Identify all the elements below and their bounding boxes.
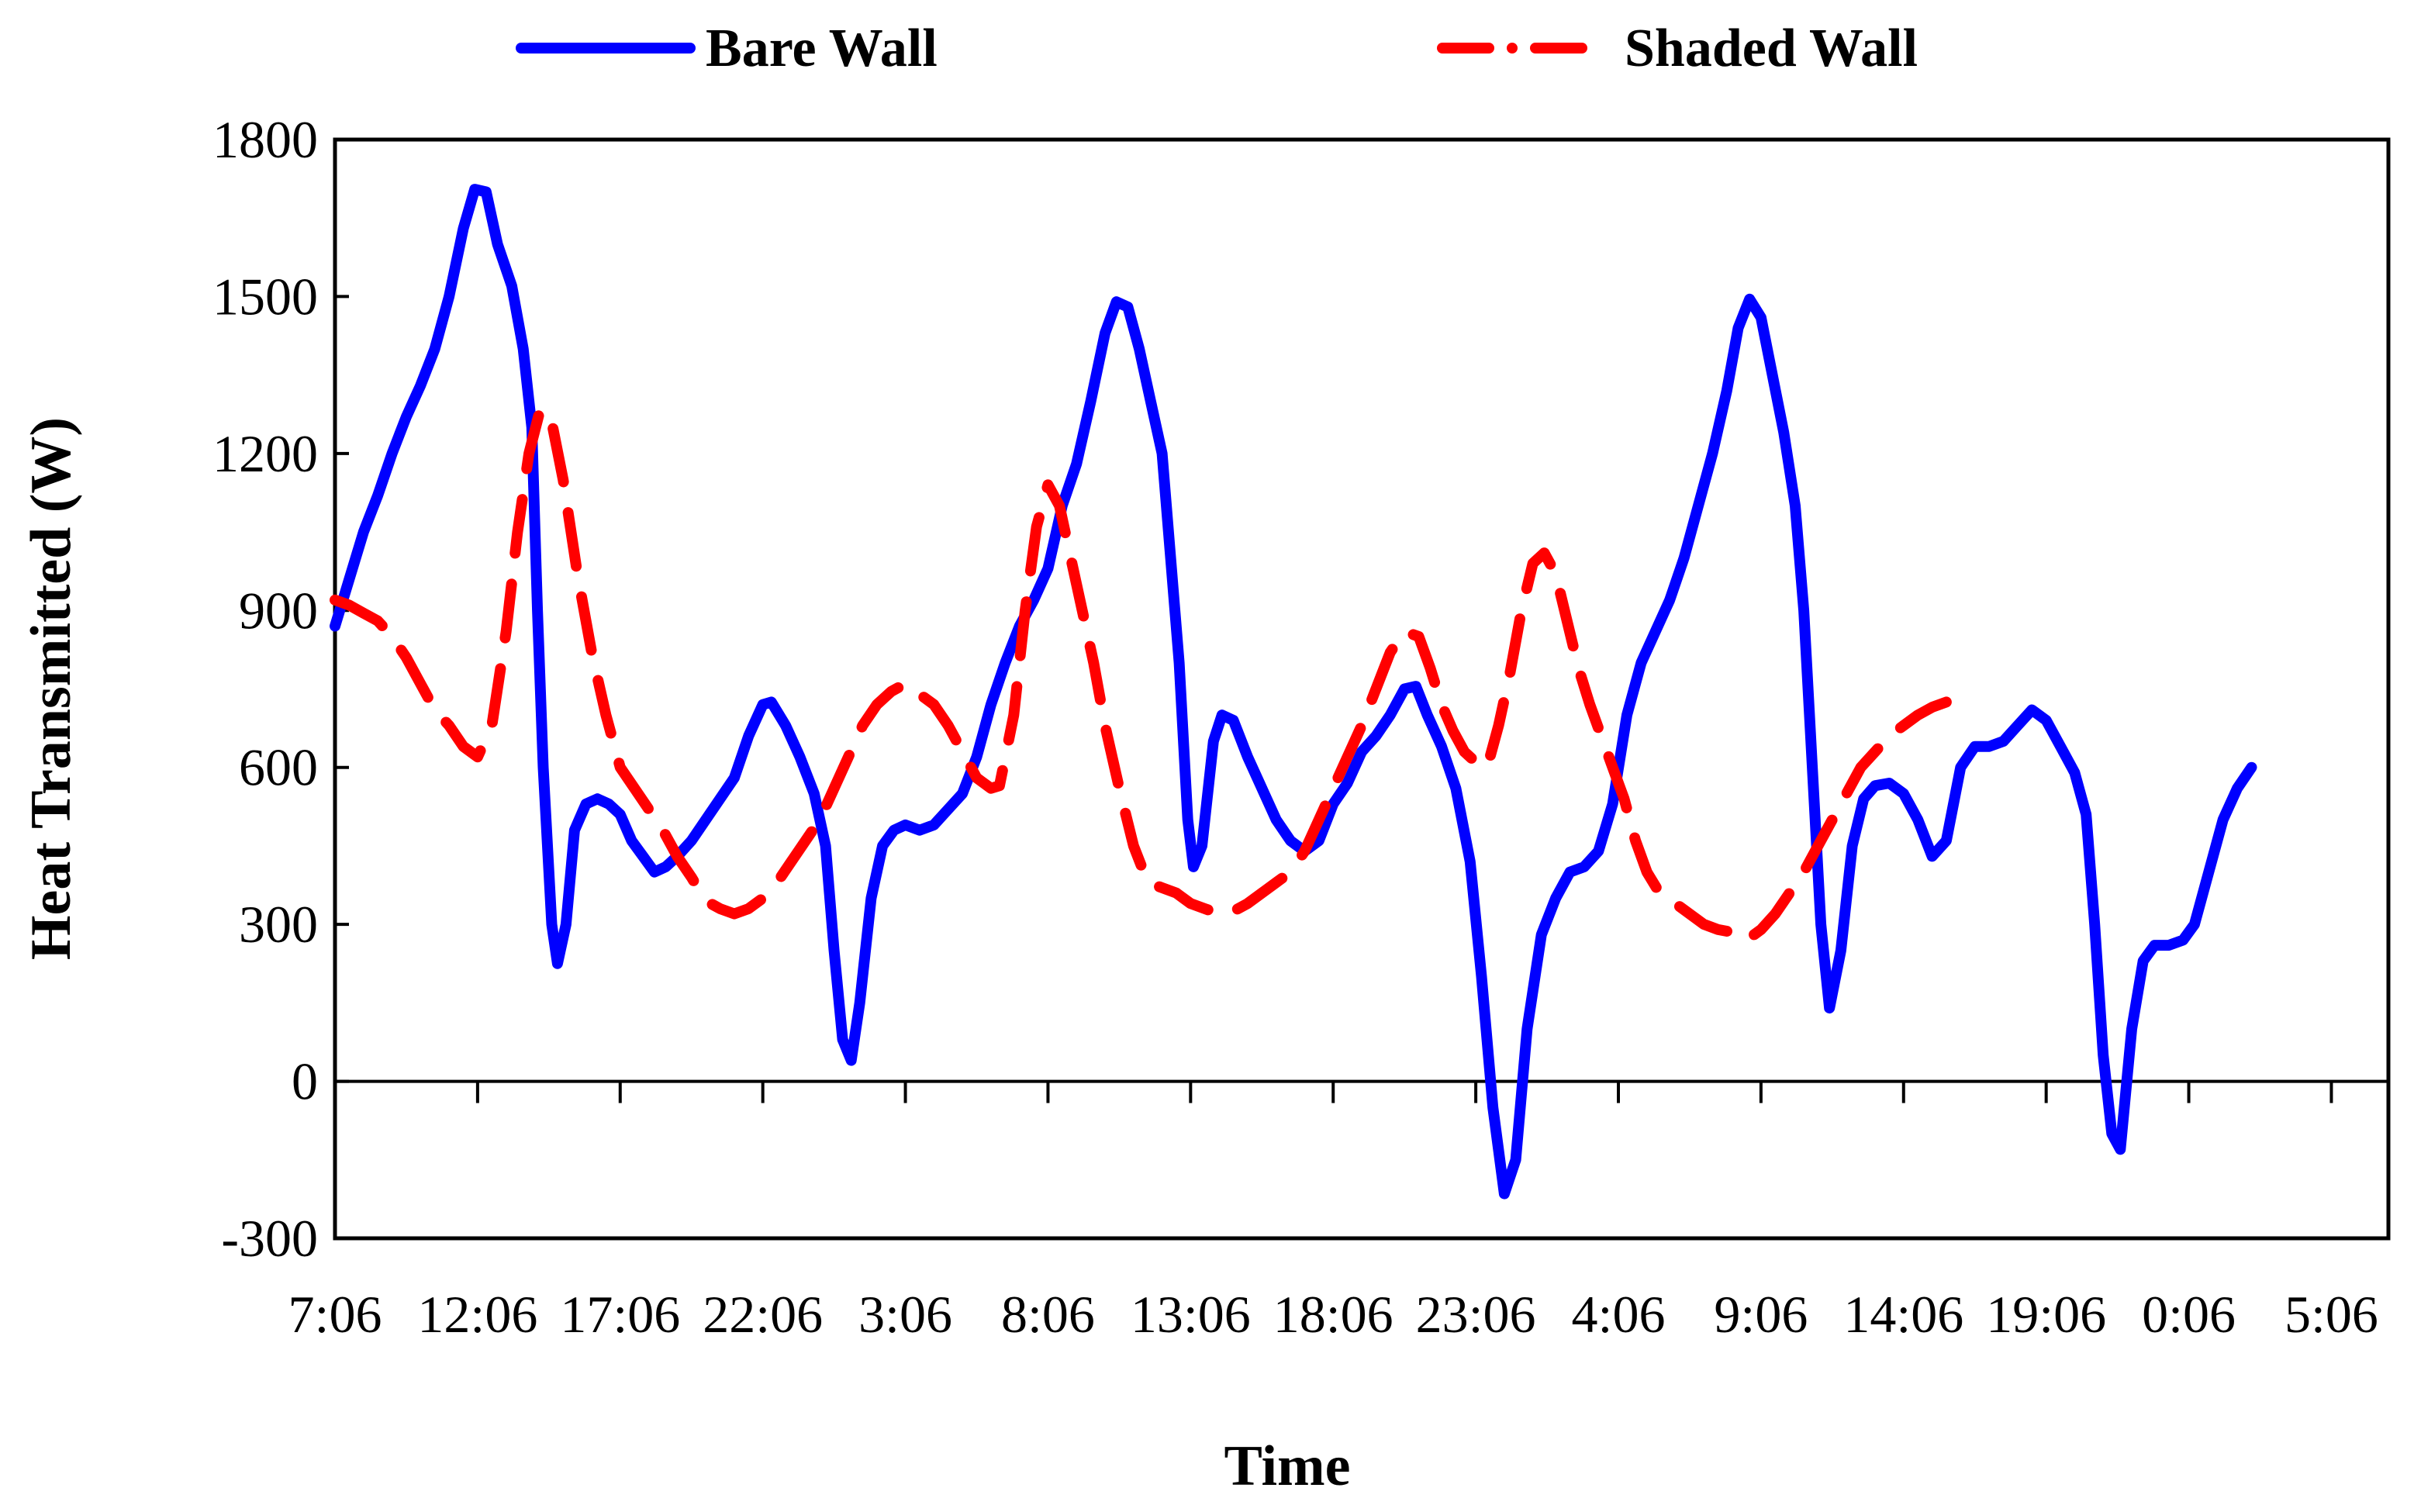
y-axis: -300 0 300 600 900 1200 1500 1800 — [212, 110, 349, 1268]
legend-label-bare-wall: Bare Wall — [706, 19, 938, 78]
x-tick-label-3: 22:06 — [703, 1285, 823, 1344]
y-tick-label-6: 1500 — [212, 267, 318, 326]
series-layer — [330, 184, 2257, 1200]
x-tick-label-11: 14:06 — [1843, 1285, 1963, 1344]
x-tick-label-5: 8:06 — [1001, 1285, 1095, 1344]
x-tick-label-12: 19:06 — [1986, 1285, 2106, 1344]
x-tick-label-2: 17:06 — [560, 1285, 680, 1344]
y-tick-label-0: -300 — [221, 1209, 318, 1268]
x-tick-label-10: 9:06 — [1714, 1285, 1808, 1344]
series-line-bare-wall — [330, 184, 2257, 1200]
x-tick-label-9: 4:06 — [1572, 1285, 1666, 1344]
x-tick-label-4: 3:06 — [858, 1285, 952, 1344]
y-tick-label-2: 300 — [239, 895, 318, 954]
x-tick-label-14: 5:06 — [2284, 1285, 2378, 1344]
x-tick-label-7: 18:06 — [1273, 1285, 1393, 1344]
series-line-shaded-wall — [330, 403, 1952, 946]
plot-area — [333, 137, 2391, 1241]
y-tick-label-7: 1800 — [212, 110, 318, 169]
legend: Bare Wall Shaded Wall — [516, 19, 1918, 78]
y-axis-title: Heat Transmitted (W) — [19, 417, 83, 960]
x-tick-label-8: 23:06 — [1416, 1285, 1536, 1344]
y-tick-label-3: 600 — [239, 738, 318, 797]
y-tick-label-1: 0 — [292, 1052, 318, 1111]
x-tick-label-6: 13:06 — [1131, 1285, 1251, 1344]
x-tick-label-1: 12:06 — [417, 1285, 537, 1344]
x-tick-label-13: 0:06 — [2142, 1285, 2236, 1344]
x-axis: 7:06 12:06 17:06 22:06 3:06 8:06 13:06 18:06 23:… — [288, 1081, 2378, 1344]
y-tick-label-4: 900 — [239, 581, 318, 640]
legend-label-shaded-wall: Shaded Wall — [1625, 19, 1918, 78]
x-tick-label-0: 7:06 — [288, 1285, 382, 1344]
x-axis-title: Time — [1224, 1434, 1350, 1498]
y-tick-label-5: 1200 — [212, 424, 318, 483]
